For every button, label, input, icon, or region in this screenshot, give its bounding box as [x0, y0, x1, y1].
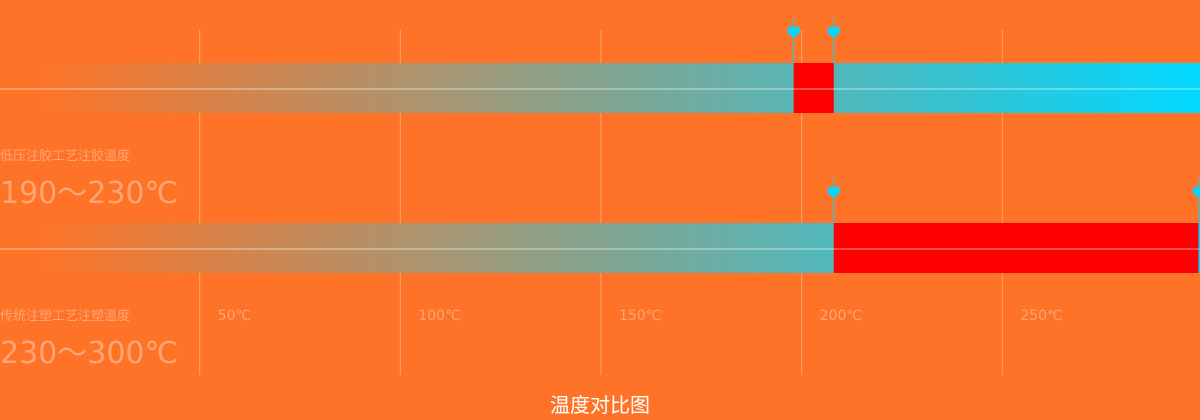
series-label-low-pressure: 低压注胶工艺注胶温度	[0, 149, 131, 164]
x-tick-label-200: 200℃	[820, 308, 862, 324]
series-range-traditional: 230～300℃	[0, 336, 179, 371]
bar-highlight-0	[793, 63, 834, 113]
bar-highlight-1	[833, 223, 1199, 273]
series-range-low-pressure: 190～230℃	[0, 176, 179, 211]
marker-pin-icon-1-1	[1192, 187, 1200, 198]
marker-pin-icon-0-1	[827, 27, 840, 38]
marker-pin-icon-0-0	[787, 27, 800, 38]
marker-pin-icon-1-0	[827, 187, 840, 198]
series-label-traditional: 传统注塑工艺注塑温度	[0, 309, 131, 324]
chart-title: 温度对比图	[550, 393, 650, 417]
x-tick-label-150: 150℃	[619, 308, 661, 324]
bar-0	[0, 63, 1200, 113]
x-tick-label-50: 50℃	[218, 308, 252, 324]
x-tick-label-250: 250℃	[1020, 308, 1062, 324]
x-tick-label-100: 100℃	[418, 308, 460, 324]
